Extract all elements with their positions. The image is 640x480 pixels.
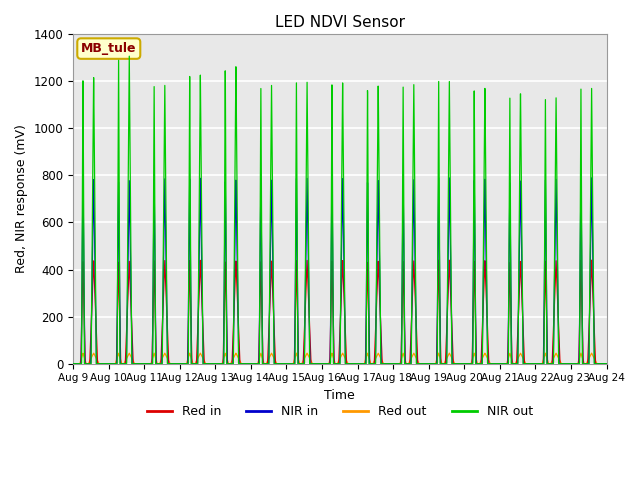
Title: LED NDVI Sensor: LED NDVI Sensor — [275, 15, 404, 30]
Legend: Red in, NIR in, Red out, NIR out: Red in, NIR in, Red out, NIR out — [142, 400, 538, 423]
Text: MB_tule: MB_tule — [81, 42, 136, 55]
Y-axis label: Red, NIR response (mV): Red, NIR response (mV) — [15, 124, 28, 273]
X-axis label: Time: Time — [324, 389, 355, 402]
